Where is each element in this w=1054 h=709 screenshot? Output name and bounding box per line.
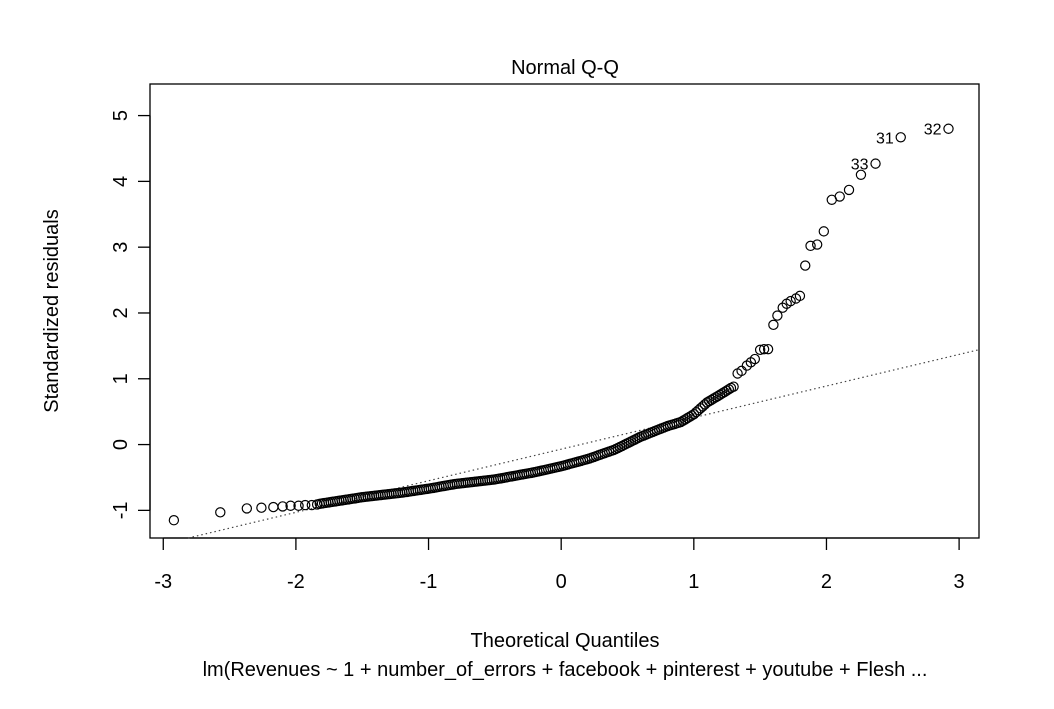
x-axis-label: Theoretical Quantiles — [471, 630, 660, 652]
point-label: 32 — [924, 122, 942, 139]
data-point — [895, 132, 906, 143]
data-point — [299, 499, 311, 511]
chart-title: Normal Q-Q — [511, 57, 619, 79]
data-point — [811, 239, 823, 250]
data-point — [285, 500, 296, 511]
data-point — [311, 499, 323, 510]
y-tick-label: 0 — [110, 439, 132, 450]
data-point — [834, 191, 845, 202]
x-tick-label: 0 — [556, 571, 567, 593]
y-tick-label: -1 — [110, 501, 132, 519]
x-tick-label: -2 — [287, 571, 305, 593]
data-point — [805, 240, 816, 252]
y-axis-label: Standardized residuals — [41, 209, 63, 412]
point-labels: 31 32 33 — [851, 122, 942, 174]
data-point — [256, 502, 267, 513]
y-tick-label: 3 — [110, 242, 132, 253]
data-point — [772, 310, 783, 321]
y-tick-label: 5 — [110, 110, 132, 121]
data-point — [870, 158, 881, 169]
data-point — [754, 344, 766, 356]
x-tick-label: -1 — [420, 571, 438, 593]
data-point — [268, 501, 279, 513]
point-label: 31 — [876, 130, 894, 147]
data-point — [785, 295, 796, 307]
data-point — [800, 260, 811, 271]
y-axis: -1 0 1 2 3 4 5 — [110, 110, 151, 519]
point-label: 33 — [851, 157, 869, 174]
data-point — [762, 343, 774, 355]
x-axis: -3 -2 -1 0 1 2 3 — [154, 537, 965, 593]
data-point — [758, 343, 770, 355]
data-point — [855, 169, 867, 180]
data-point — [277, 501, 288, 512]
data-point — [306, 499, 318, 511]
y-tick-label: 4 — [110, 176, 132, 187]
reference-line — [187, 349, 980, 539]
x-tick-label: 1 — [688, 571, 699, 593]
data-point — [293, 500, 304, 511]
data-points — [168, 123, 954, 526]
data-point — [215, 507, 226, 518]
data-point — [843, 184, 855, 196]
x-tick-label: 2 — [821, 571, 832, 593]
data-point — [818, 226, 830, 237]
x-tick-label: 3 — [954, 571, 965, 593]
data-point — [241, 503, 253, 514]
data-point — [749, 353, 761, 365]
data-point — [725, 382, 737, 394]
data-point — [768, 319, 779, 331]
data-point — [168, 515, 180, 526]
y-tick-label: 2 — [110, 307, 132, 318]
data-point — [728, 381, 739, 392]
x-tick-label: -3 — [154, 571, 172, 593]
data-point — [794, 290, 806, 302]
y-tick-label: 1 — [110, 373, 132, 384]
data-point — [723, 384, 734, 395]
data-point — [736, 365, 747, 377]
data-point — [943, 123, 954, 134]
model-formula-subtitle: lm(Revenues ~ 1 + number_of_errors + fac… — [203, 659, 928, 681]
